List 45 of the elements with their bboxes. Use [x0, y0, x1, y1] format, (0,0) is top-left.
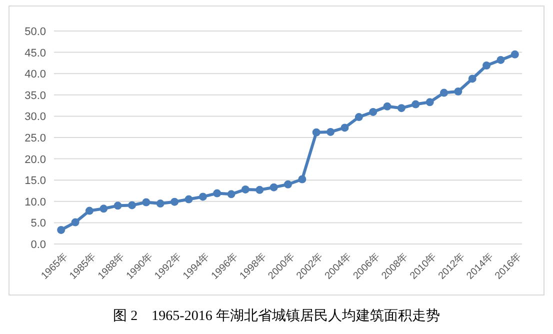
point	[383, 102, 392, 110]
point	[142, 198, 150, 206]
point	[128, 201, 136, 210]
point	[412, 100, 420, 108]
point	[227, 190, 236, 198]
caption: 图 2 1965-2016 年湖北省城镇居民人均建筑面积走势	[113, 308, 440, 324]
point	[241, 185, 250, 194]
point	[510, 50, 519, 58]
point	[298, 175, 306, 184]
point	[198, 192, 207, 201]
point	[213, 189, 222, 198]
point	[312, 128, 320, 136]
point	[326, 128, 335, 136]
y-tick-label: 35.0	[24, 90, 46, 102]
point	[454, 87, 462, 96]
point	[156, 200, 164, 208]
y-tick-label: 5.0	[30, 218, 46, 230]
point	[496, 56, 505, 64]
y-tick-label: 20.0	[24, 154, 46, 166]
point	[114, 202, 122, 210]
y-tick-label: 50.0	[24, 26, 46, 38]
point	[440, 88, 448, 97]
point	[354, 113, 363, 122]
point	[57, 226, 66, 234]
y-tick-label: 30.0	[24, 111, 46, 124]
y-tick-label: 25.0	[24, 132, 46, 144]
point	[85, 206, 94, 215]
point	[71, 218, 80, 226]
point	[170, 198, 179, 206]
point	[284, 180, 292, 188]
point	[184, 195, 193, 204]
y-tick-label: 40.0	[24, 68, 46, 81]
point	[256, 186, 264, 194]
y-tick-label: 45.0	[24, 47, 46, 60]
y-tick-label: 15.0	[24, 175, 46, 188]
point	[426, 98, 434, 106]
y-tick-label: 0.0	[30, 239, 46, 251]
point	[397, 104, 406, 112]
point	[270, 183, 278, 192]
point	[369, 108, 378, 116]
point	[100, 204, 108, 213]
point	[482, 62, 491, 70]
y-tick-label: 10.0	[24, 196, 46, 208]
point	[468, 74, 476, 83]
point	[340, 124, 349, 132]
